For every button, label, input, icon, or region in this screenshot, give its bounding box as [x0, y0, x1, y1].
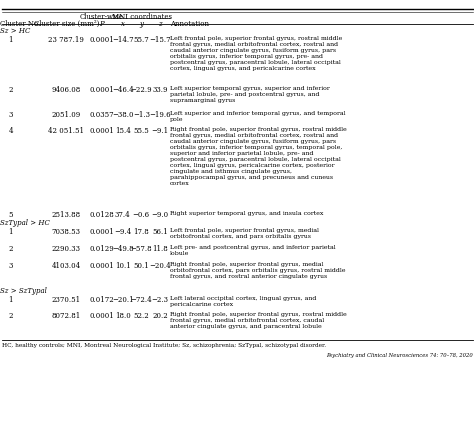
- Text: −9.0: −9.0: [152, 210, 169, 218]
- Text: −72.4: −72.4: [130, 296, 152, 304]
- Text: 8072.81: 8072.81: [52, 313, 81, 321]
- Text: 0.0001: 0.0001: [89, 229, 114, 237]
- Text: Left frontal pole, superior frontal gyrus, medial
orbitofrontal cortex, and pars: Left frontal pole, superior frontal gyru…: [170, 229, 319, 239]
- Text: 3: 3: [9, 262, 13, 270]
- Text: −14.7: −14.7: [112, 36, 134, 44]
- Text: −46.4: −46.4: [112, 86, 134, 94]
- Text: 0.0129: 0.0129: [89, 245, 114, 253]
- Text: Cluster size (mm²): Cluster size (mm²): [34, 20, 99, 28]
- Text: 18.0: 18.0: [115, 313, 131, 321]
- Text: 4103.04: 4103.04: [52, 262, 81, 270]
- Text: 23 787.19: 23 787.19: [48, 36, 84, 44]
- Text: Sz > HC: Sz > HC: [0, 27, 30, 35]
- Text: x: x: [121, 20, 125, 28]
- Text: z: z: [158, 20, 162, 28]
- Text: −20.4: −20.4: [149, 262, 171, 270]
- Text: −9.1: −9.1: [152, 127, 169, 135]
- Text: Left superior and inferior temporal gyrus, and temporal
pole: Left superior and inferior temporal gyru…: [170, 111, 346, 122]
- Text: 0.0128: 0.0128: [89, 210, 114, 218]
- Text: 52.2: 52.2: [133, 313, 149, 321]
- Text: −57.8: −57.8: [130, 245, 152, 253]
- Text: 15.4: 15.4: [115, 127, 131, 135]
- Text: −38.0: −38.0: [112, 111, 134, 119]
- Text: −49.8: −49.8: [112, 245, 134, 253]
- Text: Right superior temporal gyrus, and insula cortex: Right superior temporal gyrus, and insul…: [170, 210, 323, 216]
- Text: 3: 3: [9, 111, 13, 119]
- Text: 7038.53: 7038.53: [52, 229, 81, 237]
- Text: 0.0357: 0.0357: [89, 111, 114, 119]
- Text: 10.1: 10.1: [115, 262, 131, 270]
- Text: Left pre- and postcentral gyrus, and inferior parietal
lobule: Left pre- and postcentral gyrus, and inf…: [170, 245, 336, 256]
- Text: Psychiatry and Clinical Neurosciences 74: 70–78, 2020: Psychiatry and Clinical Neurosciences 74…: [326, 353, 473, 358]
- Text: 20.2: 20.2: [152, 313, 168, 321]
- Text: −22.9: −22.9: [130, 86, 152, 94]
- Text: Left frontal pole, superior frontal gyrus, rostral middle
frontal gyrus, medial : Left frontal pole, superior frontal gyru…: [170, 36, 342, 71]
- Text: −20.1: −20.1: [112, 296, 134, 304]
- Text: −19.6: −19.6: [149, 111, 171, 119]
- Text: 0.0172: 0.0172: [89, 296, 114, 304]
- Text: y: y: [139, 20, 143, 28]
- Text: HC, healthy controls; MNI, Montreal Neurological Institute; Sz, schizophrenia; S: HC, healthy controls; MNI, Montreal Neur…: [2, 343, 327, 348]
- Text: 33.9: 33.9: [153, 86, 168, 94]
- Text: −2.3: −2.3: [152, 296, 169, 304]
- Text: MNI coordinates: MNI coordinates: [112, 13, 172, 21]
- Text: 2370.51: 2370.51: [52, 296, 81, 304]
- Text: SzTypal > HC: SzTypal > HC: [0, 219, 50, 227]
- Text: 55.7: 55.7: [133, 36, 149, 44]
- Text: −15.7: −15.7: [149, 36, 171, 44]
- Text: 2: 2: [9, 86, 13, 94]
- Text: 2051.09: 2051.09: [52, 111, 81, 119]
- Text: 2290.33: 2290.33: [52, 245, 81, 253]
- Text: 2: 2: [9, 313, 13, 321]
- Text: 2: 2: [9, 245, 13, 253]
- Text: 9406.08: 9406.08: [52, 86, 81, 94]
- Text: 5: 5: [9, 210, 13, 218]
- Text: 37.4: 37.4: [115, 210, 130, 218]
- Text: 55.5: 55.5: [133, 127, 149, 135]
- Text: Cluster-wise: Cluster-wise: [80, 13, 123, 21]
- Text: 0.0001: 0.0001: [89, 36, 114, 44]
- Text: 4: 4: [9, 127, 13, 135]
- Text: 2513.88: 2513.88: [52, 210, 81, 218]
- Text: 0.0001: 0.0001: [89, 313, 114, 321]
- Text: 11.8: 11.8: [152, 245, 168, 253]
- Text: Right frontal pole, superior frontal gyrus, rostral middle
frontal gyrus, medial: Right frontal pole, superior frontal gyr…: [170, 313, 346, 329]
- Text: −9.4: −9.4: [114, 229, 131, 237]
- Text: Annotation: Annotation: [170, 20, 209, 28]
- Text: Right frontal pole, superior frontal gyrus, medial
orbitofrontal cortex, pars or: Right frontal pole, superior frontal gyr…: [170, 262, 345, 279]
- Text: −1.3: −1.3: [133, 111, 150, 119]
- Text: 0.0001: 0.0001: [89, 127, 114, 135]
- Text: 1: 1: [9, 296, 13, 304]
- Text: 17.8: 17.8: [133, 229, 149, 237]
- Text: −0.6: −0.6: [133, 210, 150, 218]
- Text: 1: 1: [9, 229, 13, 237]
- Text: 1: 1: [9, 36, 13, 44]
- Text: P: P: [99, 20, 104, 28]
- Text: 0.0001: 0.0001: [89, 262, 114, 270]
- Text: Left lateral occipital cortex, lingual gyrus, and
pericalcarine cortex: Left lateral occipital cortex, lingual g…: [170, 296, 316, 307]
- Text: 56.1: 56.1: [152, 229, 168, 237]
- Text: 42 051.51: 42 051.51: [48, 127, 84, 135]
- Text: Right frontal pole, superior frontal gyrus, rostral middle
frontal gyrus, medial: Right frontal pole, superior frontal gyr…: [170, 127, 346, 186]
- Text: Cluster No.: Cluster No.: [0, 20, 40, 28]
- Text: Sz > SzTypal: Sz > SzTypal: [0, 287, 47, 295]
- Text: 50.1: 50.1: [133, 262, 149, 270]
- Text: 0.0001: 0.0001: [89, 86, 114, 94]
- Text: Left superior temporal gyrus, superior and inferior
parietal lobule, pre- and po: Left superior temporal gyrus, superior a…: [170, 86, 329, 103]
